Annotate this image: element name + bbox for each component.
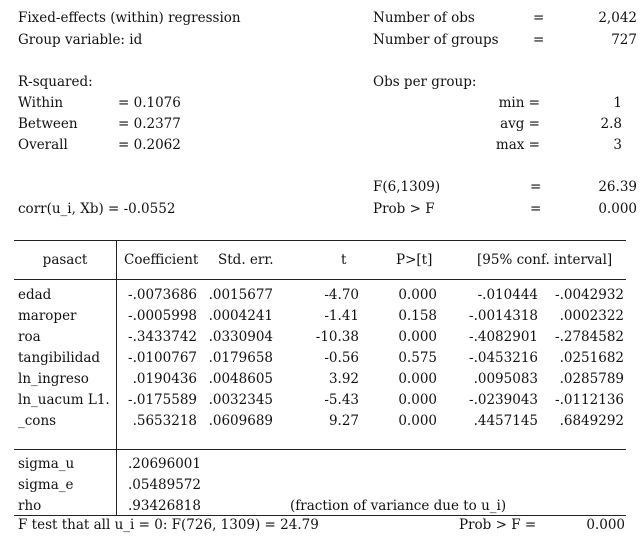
- row-se: .0004241: [208, 308, 273, 324]
- header-t: t: [341, 252, 347, 268]
- row-var: ln_ingreso: [18, 371, 89, 387]
- row-t: 3.92: [328, 371, 359, 387]
- row-ci-low: -.010444: [477, 287, 538, 303]
- num-groups-eq: =: [533, 32, 545, 48]
- max-label: max =: [495, 137, 540, 153]
- row-coef: -.0175589: [128, 392, 197, 408]
- sigma-value: .93426818: [127, 498, 201, 514]
- min-label: min =: [498, 95, 540, 111]
- table-bottom-rule: [14, 515, 626, 516]
- row-p: 0.575: [398, 350, 437, 366]
- prob-f-eq: =: [530, 201, 542, 217]
- avg-label: avg =: [500, 116, 540, 132]
- between-value: = 0.2377: [118, 116, 181, 132]
- row-coef: -.0005998: [128, 308, 197, 324]
- num-groups-label: Number of groups: [373, 32, 499, 48]
- row-t: -1.41: [324, 308, 359, 324]
- row-ci-high: .0002322: [559, 308, 624, 324]
- header-p: P>[t]: [396, 252, 433, 268]
- row-coef: .0190436: [132, 371, 197, 387]
- header-coef: Coefficient: [124, 252, 199, 268]
- f-stat-value: 26.39: [598, 179, 637, 195]
- row-ci-low: .0095083: [473, 371, 538, 387]
- row-se: .0179658: [208, 350, 273, 366]
- overall-value: = 0.2062: [118, 137, 181, 153]
- row-var: roa: [18, 329, 41, 345]
- row-se: .0330904: [208, 329, 273, 345]
- row-ci-low: -.0014318: [469, 308, 538, 324]
- footer-prob-label: Prob > F =: [459, 517, 537, 533]
- row-coef: -.3433742: [128, 329, 197, 345]
- within-label: Within: [18, 95, 64, 111]
- within-value: = 0.1076: [118, 95, 181, 111]
- row-se: .0032345: [208, 392, 273, 408]
- table-top-rule: [14, 240, 626, 241]
- sigma-var: sigma_u: [18, 456, 75, 472]
- obs-per-group-label: Obs per group:: [373, 74, 477, 90]
- sigma-value: .05489572: [127, 477, 201, 493]
- max-value: 3: [613, 137, 622, 153]
- row-se: .0048605: [208, 371, 273, 387]
- avg-value: 2.8: [600, 116, 622, 132]
- row-p: 0.158: [398, 308, 437, 324]
- f-test-all-ui: F test that all u_i = 0: F(726, 1309) = …: [18, 517, 319, 533]
- row-p: 0.000: [398, 329, 437, 345]
- row-t: -5.43: [324, 392, 359, 408]
- header-ci: [95% conf. interval]: [477, 252, 613, 268]
- row-t: -0.56: [324, 350, 359, 366]
- row-p: 0.000: [398, 287, 437, 303]
- row-var: maroper: [18, 308, 77, 324]
- min-value: 1: [613, 95, 622, 111]
- row-ci-high: .0285789: [559, 371, 624, 387]
- corr-ui-xb: corr(u_i, Xb) = -0.0552: [18, 201, 176, 217]
- row-p: 0.000: [398, 413, 437, 429]
- row-ci-low: -.4082901: [469, 329, 538, 345]
- row-ci-low: -.0239043: [469, 392, 538, 408]
- between-label: Between: [18, 116, 78, 132]
- f-stat-eq: =: [530, 179, 542, 195]
- row-se: .0609689: [208, 413, 273, 429]
- row-t: 9.27: [328, 413, 359, 429]
- row-ci-high: -.0042932: [555, 287, 624, 303]
- table-header-rule: [14, 279, 626, 280]
- row-t: -10.38: [315, 329, 359, 345]
- header-var: pasact: [42, 252, 88, 268]
- row-ci-high: .6849292: [559, 413, 624, 429]
- num-obs-eq: =: [533, 10, 545, 26]
- sigma-value: .20696001: [127, 456, 201, 472]
- sigma-var: sigma_e: [18, 477, 74, 493]
- row-coef: .5653218: [132, 413, 197, 429]
- sigma-note: (fraction of variance due to u_i): [290, 498, 507, 514]
- overall-label: Overall: [18, 137, 68, 153]
- row-p: 0.000: [398, 371, 437, 387]
- f-stat-label: F(6,1309): [373, 179, 441, 195]
- footer-prob-value: 0.000: [586, 517, 625, 533]
- row-se: .0015677: [208, 287, 273, 303]
- num-groups-value: 727: [611, 32, 637, 48]
- num-obs-label: Number of obs: [373, 10, 475, 26]
- sigma-var: rho: [18, 498, 42, 514]
- table-sigma-rule: [14, 449, 626, 450]
- prob-f-value: 0.000: [598, 201, 637, 217]
- row-ci-low: -.0453216: [469, 350, 538, 366]
- row-var: ln_uacum L1.: [18, 392, 110, 408]
- row-p: 0.000: [398, 392, 437, 408]
- row-ci-low: .4457145: [473, 413, 538, 429]
- row-var: tangibilidad: [18, 350, 101, 366]
- prob-f-label: Prob > F: [373, 201, 435, 217]
- header-se: Std. err.: [218, 252, 274, 268]
- rsquared-label: R-squared:: [18, 74, 93, 90]
- row-ci-high: -.0112136: [555, 392, 624, 408]
- row-coef: -.0073686: [128, 287, 197, 303]
- table-column-divider: [116, 240, 117, 515]
- row-var: edad: [18, 287, 52, 303]
- row-ci-high: .0251682: [559, 350, 624, 366]
- row-t: -4.70: [324, 287, 359, 303]
- regression-title: Fixed-effects (within) regression: [18, 10, 241, 26]
- row-coef: -.0100767: [128, 350, 197, 366]
- row-var: _cons: [18, 413, 57, 429]
- row-ci-high: -.2784582: [555, 329, 624, 345]
- num-obs-value: 2,042: [598, 10, 637, 26]
- group-variable: Group variable: id: [18, 32, 143, 48]
